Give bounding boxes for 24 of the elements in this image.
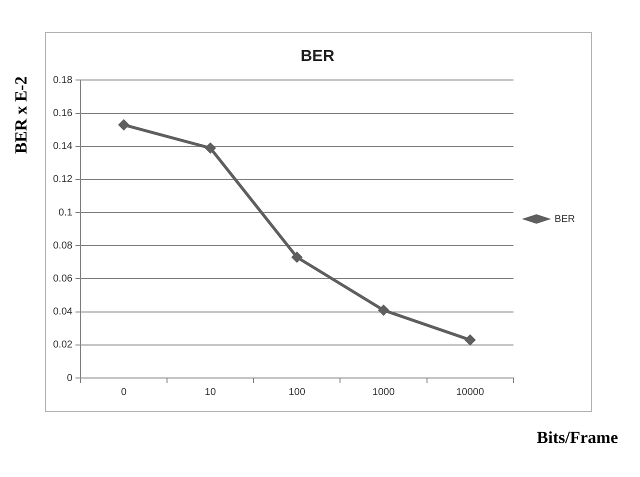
y-tick-label: 0.04	[52, 306, 73, 318]
y-axis-title: BER x E-2	[12, 76, 32, 154]
y-tick-label: 0.18	[52, 74, 73, 86]
y-tick-label: 0	[66, 372, 73, 384]
y-tick-label: 0.14	[52, 141, 73, 152]
x-axis-title: Bits/Frame	[536, 428, 618, 448]
y-tick-label: 0.16	[52, 108, 73, 120]
y-tick-label: 0.08	[52, 240, 73, 252]
x-tick-label: 100	[288, 386, 306, 398]
x-tick-label: 10000	[456, 386, 484, 398]
y-tick-label: 0.1	[58, 207, 73, 218]
point	[291, 252, 302, 263]
point	[204, 142, 216, 154]
y-tick-label: 0.12	[52, 174, 73, 186]
y-tick-label: 0.06	[52, 273, 73, 284]
point	[378, 304, 390, 316]
x-tick-label: 1000	[372, 386, 396, 398]
x-tick-label: 10	[204, 386, 216, 398]
chart-title: BER	[300, 48, 335, 66]
point	[464, 334, 476, 346]
point	[118, 119, 130, 130]
legend-label: BER	[554, 214, 575, 225]
y-tick-label: 0.02	[52, 340, 73, 351]
x-tick-label: 0	[120, 386, 127, 398]
